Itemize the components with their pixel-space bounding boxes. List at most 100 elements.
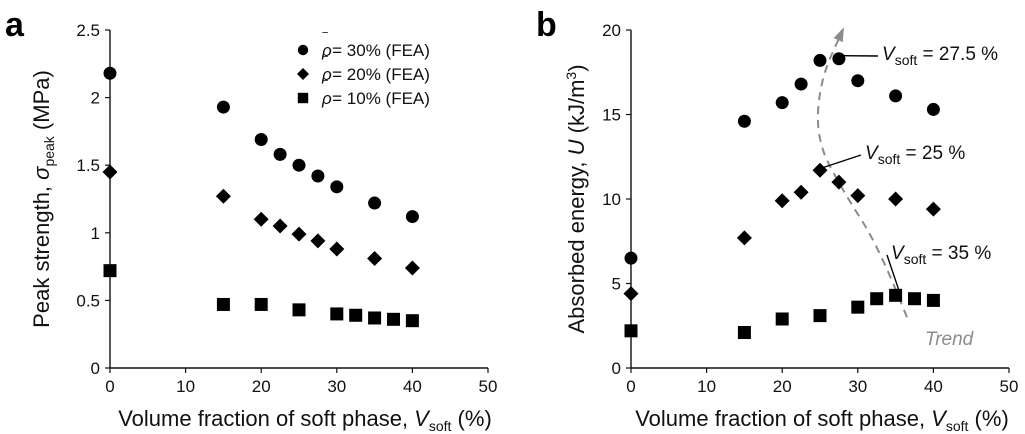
data-point-circle	[368, 196, 382, 210]
y-tick-label: 1	[91, 224, 100, 243]
panel-b-x-title: Volume fraction of soft phase, Vsoft (%)	[635, 406, 1009, 434]
data-point-diamond	[925, 201, 941, 217]
x-tick-label: 0	[105, 377, 114, 396]
panel-a-legend: ρ‾ = 30% (FEA)ρ‾ = 20% (FEA)ρ‾ = 10% (FE…	[297, 30, 430, 108]
annotation-label: Vsoft = 35 %	[891, 243, 991, 267]
panel-a-marks	[102, 66, 420, 328]
data-point-diamond	[102, 164, 118, 180]
data-point-circle	[889, 89, 903, 103]
data-point-circle	[216, 100, 230, 114]
data-point-diamond	[367, 250, 383, 266]
legend-marker-square	[297, 92, 309, 104]
panel-b-annotations: Vsoft = 27.5 % Vsoft = 25 % Vsoft = 35 %	[823, 44, 998, 293]
trend-label: Trend	[925, 329, 975, 350]
y-tick-label: 20	[602, 21, 621, 40]
data-point-diamond	[404, 260, 420, 276]
data-point-square	[254, 297, 268, 311]
data-point-diamond	[736, 230, 752, 246]
data-point-circle	[273, 147, 287, 161]
panel-b-marks	[623, 52, 941, 340]
data-point-circle	[832, 52, 846, 66]
x-tick-label: 50	[479, 377, 498, 396]
panel-b-plot: 0 10 20 30 40 50 0 5 10 15 20 Trend Vsoft = 27.5 %…	[563, 21, 1018, 434]
data-point-diamond	[793, 184, 809, 200]
data-point-square	[813, 309, 827, 323]
data-point-diamond	[329, 241, 345, 257]
y-tick-label: 2.5	[76, 21, 100, 40]
y-tick-label: 10	[602, 190, 621, 209]
data-point-circle	[813, 53, 827, 67]
data-point-square	[349, 308, 363, 322]
panel-label-a: a	[5, 6, 25, 44]
y-tick-label: 1.5	[76, 156, 100, 175]
data-point-square	[851, 300, 865, 314]
legend-entry-label: = 20% (FEA)	[327, 65, 430, 84]
x-tick-label: 0	[626, 377, 635, 396]
y-tick-label: 0.5	[76, 291, 100, 310]
data-point-circle	[737, 114, 751, 128]
annotation-label: Vsoft = 27.5 %	[882, 44, 998, 68]
x-tick-label: 10	[176, 377, 195, 396]
data-point-circle	[254, 133, 268, 147]
annotation-leader	[886, 254, 901, 293]
panel-a-y-title: Peak strength, σpeak (MPa)	[29, 70, 57, 328]
data-point-square	[103, 264, 117, 278]
panel-a-ticks: 0 10 20 30 40 50 0 0.5 1 1.5 2 2.5	[76, 21, 497, 396]
x-tick-label: 40	[403, 377, 422, 396]
data-point-diamond	[623, 286, 639, 302]
x-tick-label: 30	[848, 377, 867, 396]
data-point-diamond	[291, 226, 307, 242]
x-tick-label: 20	[252, 377, 271, 396]
annotation-label: Vsoft = 25 %	[865, 143, 965, 167]
data-point-circle	[311, 169, 325, 183]
legend-marker-circle	[297, 44, 309, 56]
data-point-circle	[926, 102, 940, 116]
legend-entry: ρ‾ = 30% (FEA)	[321, 30, 430, 60]
data-point-square	[330, 307, 344, 321]
data-point-diamond	[215, 188, 231, 204]
x-tick-label: 20	[773, 377, 792, 396]
legend-entry-label: = 30% (FEA)	[327, 41, 430, 60]
data-point-diamond	[253, 211, 269, 227]
y-tick-label: 5	[612, 275, 621, 294]
data-point-square	[368, 311, 382, 325]
y-tick-label: 0	[91, 359, 100, 378]
trend-arrowhead	[833, 27, 844, 43]
x-tick-label: 40	[924, 377, 943, 396]
legend-entry: ρ‾ = 20% (FEA)	[321, 54, 430, 84]
legend-marker-diamond	[297, 68, 309, 80]
data-point-square	[292, 303, 306, 317]
data-point-square	[405, 314, 419, 328]
data-point-square	[775, 312, 789, 326]
panel-b-ticks: 0 10 20 30 40 50 0 5 10 15 20	[602, 21, 1018, 396]
data-point-diamond	[888, 191, 904, 207]
annotation-leader	[823, 154, 862, 168]
y-tick-label: 2	[91, 89, 100, 108]
data-point-diamond	[812, 162, 828, 178]
data-point-diamond	[831, 174, 847, 190]
data-point-circle	[624, 251, 638, 265]
x-tick-label: 10	[697, 377, 716, 396]
data-point-square	[624, 324, 638, 338]
data-point-square	[387, 312, 400, 326]
legend-entry: ρ‾ = 10% (FEA)	[321, 78, 430, 108]
data-point-circle	[405, 210, 419, 224]
data-point-square	[737, 326, 751, 340]
y-tick-label: 0	[612, 359, 621, 378]
legend-entry-label: = 10% (FEA)	[327, 89, 430, 108]
data-point-circle	[103, 66, 117, 80]
data-point-diamond	[774, 193, 790, 209]
data-point-circle	[851, 74, 865, 88]
data-point-circle	[330, 180, 344, 194]
data-point-square	[889, 288, 903, 302]
data-point-diamond	[272, 218, 288, 234]
y-tick-label: 15	[602, 106, 621, 125]
panel-a-x-title: Volume fraction of soft phase, Vsoft (%)	[118, 406, 492, 434]
data-point-circle	[794, 77, 808, 91]
data-point-circle	[292, 158, 306, 172]
data-point-square	[870, 292, 884, 306]
data-point-square	[908, 292, 921, 306]
data-point-diamond	[850, 188, 866, 204]
